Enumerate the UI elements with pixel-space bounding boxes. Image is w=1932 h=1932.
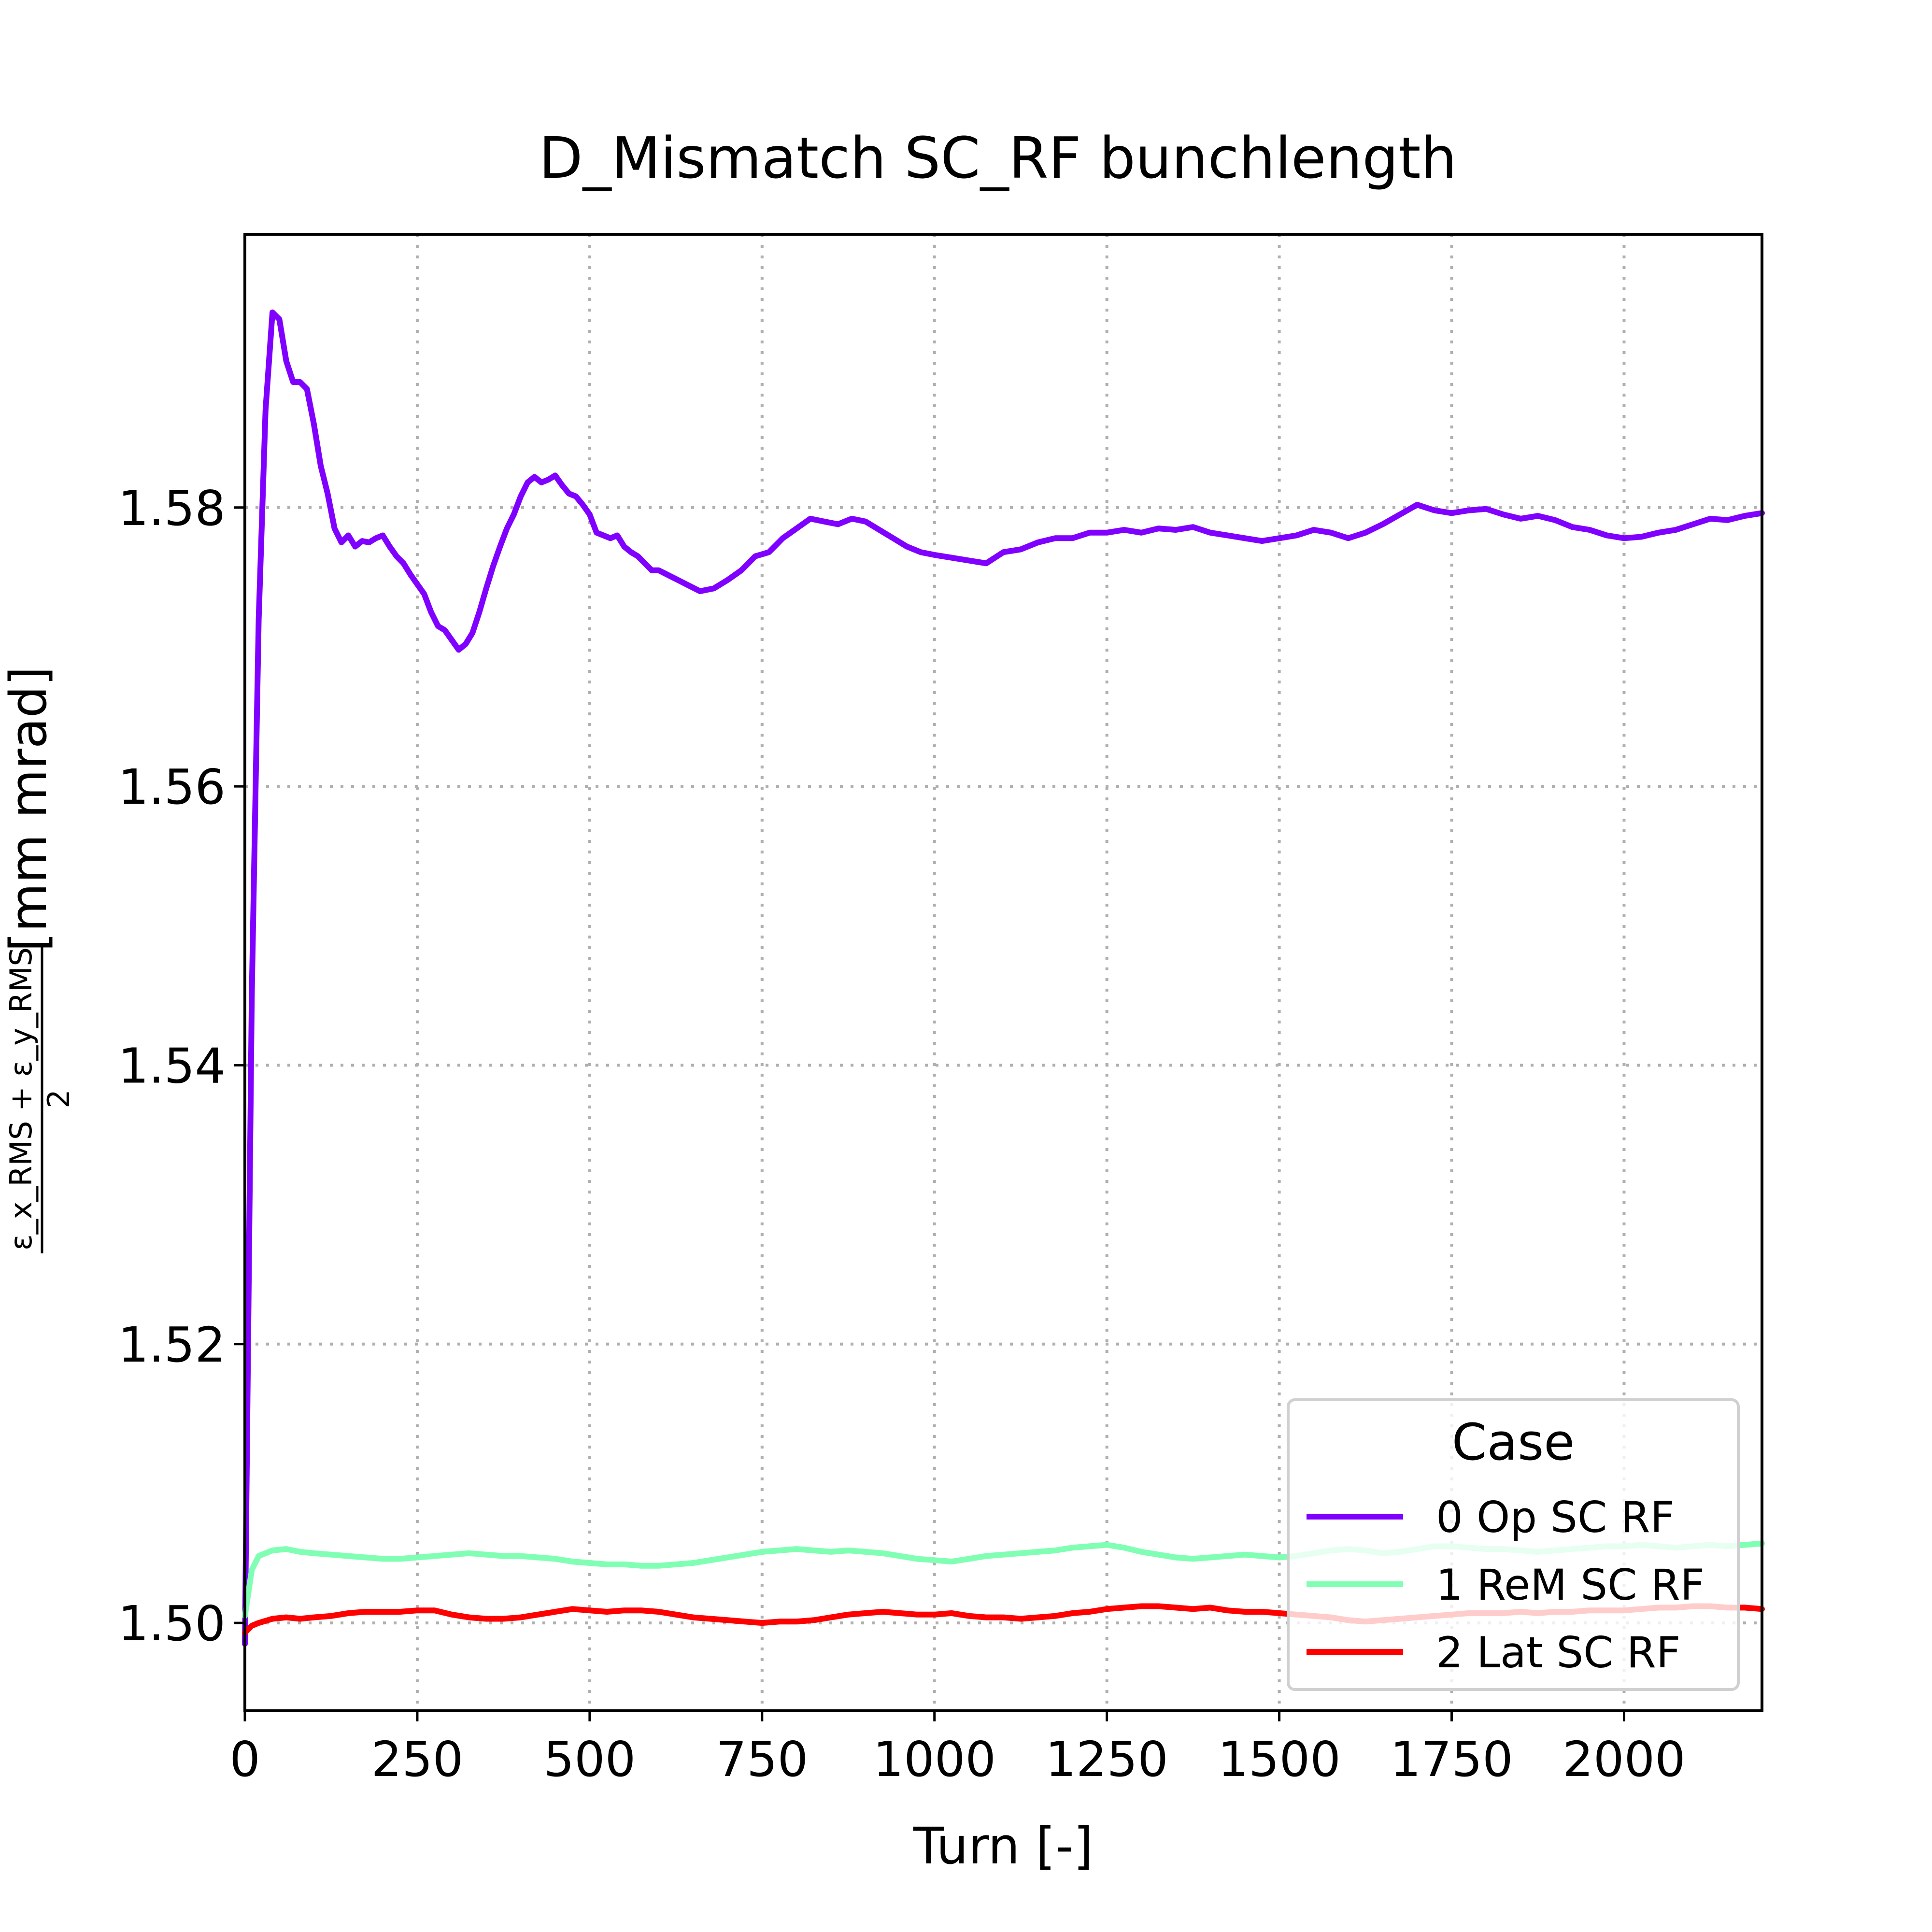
legend: Case 0 Op SC RF 1 ReM SC RF 2 Lat SC RF bbox=[1287, 1398, 1740, 1691]
legend-label-1: 1 ReM SC RF bbox=[1436, 1560, 1705, 1610]
chart-title: D_Mismatch SC_RF bunchlength bbox=[539, 125, 1457, 191]
x-tick-label: 1250 bbox=[1045, 1731, 1168, 1788]
y-axis-label-denominator: 2 bbox=[41, 1089, 76, 1108]
legend-title: Case bbox=[1452, 1413, 1575, 1472]
y-axis-label-numerator: ε_x_RMS + ε_y_RMS bbox=[3, 947, 39, 1250]
y-tick-label: 1.54 bbox=[118, 1037, 226, 1094]
legend-label-2: 2 Lat SC RF bbox=[1436, 1628, 1680, 1677]
x-tick-label: 2000 bbox=[1563, 1731, 1686, 1788]
x-tick-label: 500 bbox=[543, 1731, 636, 1788]
y-tick-label: 1.52 bbox=[118, 1317, 226, 1373]
x-tick-label: 250 bbox=[371, 1731, 463, 1788]
y-tick-label: 1.50 bbox=[118, 1595, 226, 1652]
plot-frame bbox=[243, 233, 1763, 1712]
y-tick-label: 1.58 bbox=[118, 480, 226, 537]
x-tick-label: 1500 bbox=[1218, 1731, 1341, 1788]
y-axis-label: ε_x_RMS + ε_y_RMS 2 [mm mrad] bbox=[0, 667, 76, 1253]
x-tick-label: 0 bbox=[229, 1731, 260, 1788]
x-tick-label: 1750 bbox=[1390, 1731, 1513, 1788]
x-axis-label: Turn [-] bbox=[913, 1817, 1093, 1875]
legend-entries: 0 Op SC RF 1 ReM SC RF 2 Lat SC RF bbox=[1307, 1492, 1705, 1677]
legend-box bbox=[1287, 1398, 1740, 1691]
y-axis-ticks: 1.50 1.52 1.54 1.56 1.58 bbox=[118, 480, 245, 1652]
series-line-0 bbox=[242, 309, 1765, 1647]
x-tick-label: 750 bbox=[716, 1731, 808, 1788]
x-axis-ticks: 0 250 500 750 1000 1250 1500 1750 2000 bbox=[229, 1711, 1686, 1788]
y-axis-label-unit: [mm mrad] bbox=[0, 667, 58, 952]
y-tick-label: 1.56 bbox=[118, 759, 226, 815]
x-tick-label: 1000 bbox=[873, 1731, 996, 1788]
legend-label-0: 0 Op SC RF bbox=[1436, 1492, 1675, 1542]
